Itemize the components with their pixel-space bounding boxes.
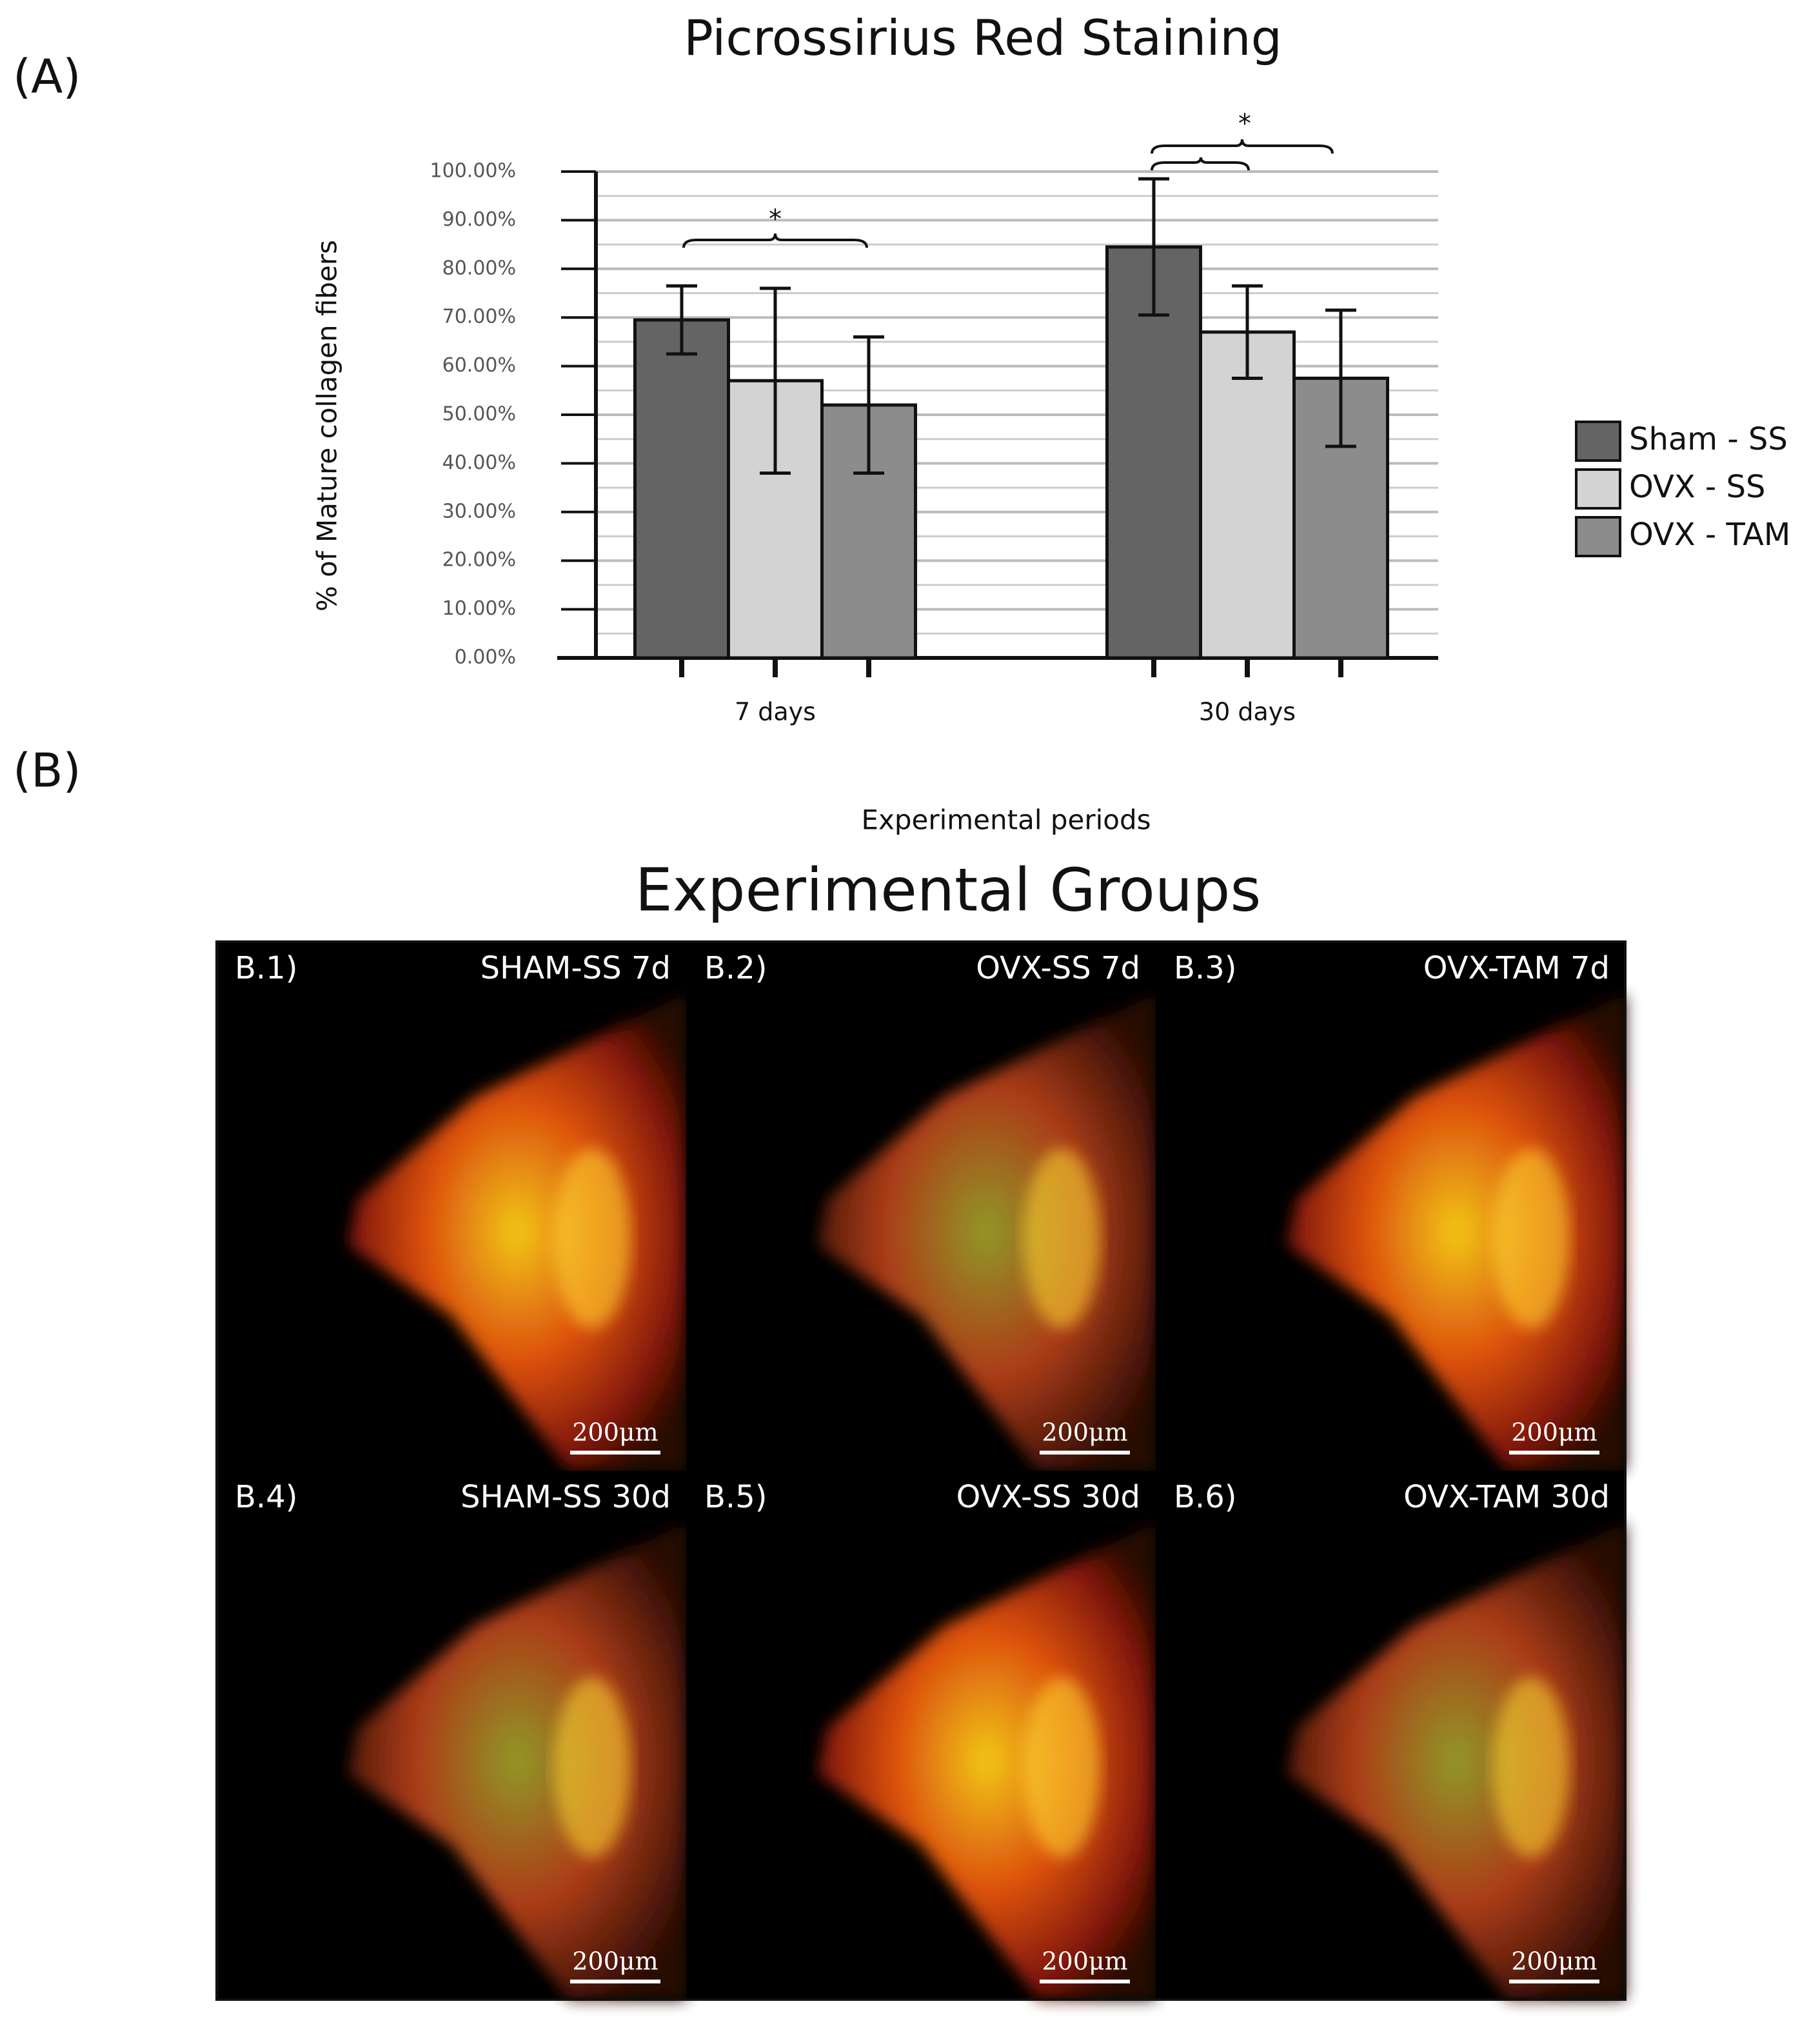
fiber-highlight bbox=[1492, 1677, 1570, 1858]
error-bar bbox=[1232, 284, 1263, 380]
tissue bbox=[1287, 993, 1625, 1471]
significance-star: * bbox=[1238, 109, 1251, 139]
micrograph-id: B.5) bbox=[704, 1479, 767, 1515]
scale-label: 200μm bbox=[1511, 1947, 1597, 1976]
legend-label: Sham - SS bbox=[1629, 421, 1788, 457]
micrograph-id: B.3) bbox=[1174, 950, 1236, 986]
y-tick-label: 100.00% bbox=[430, 160, 516, 183]
error-bar bbox=[1325, 308, 1356, 448]
y-tick-label: 10.00% bbox=[442, 597, 516, 620]
micrograph-id: B.1) bbox=[235, 950, 297, 986]
error-bar bbox=[760, 286, 791, 475]
chart-title: Picrossirius Red Staining bbox=[684, 9, 1282, 66]
section-title: Experimental Groups bbox=[635, 855, 1261, 924]
error-bar bbox=[666, 284, 697, 356]
fiber-highlight bbox=[1492, 1148, 1570, 1329]
micrograph-label: OVX-TAM 7d bbox=[1423, 950, 1610, 986]
tissue bbox=[1287, 1522, 1625, 2000]
micrograph-frame bbox=[215, 940, 1627, 2001]
significance-star: * bbox=[769, 204, 782, 234]
fiber-highlight bbox=[1023, 1677, 1101, 1858]
y-tick-label: 80.00% bbox=[442, 257, 516, 279]
legend-label: OVX - SS bbox=[1629, 469, 1765, 505]
fiber-highlight bbox=[553, 1677, 631, 1858]
micrograph-label: OVX-SS 7d bbox=[976, 950, 1140, 986]
error-bar bbox=[853, 335, 884, 475]
micrograph-id: B.4) bbox=[235, 1479, 297, 1515]
significance bbox=[682, 139, 1334, 248]
y-tick-label: 0.00% bbox=[455, 646, 516, 669]
legend-swatch bbox=[1575, 421, 1621, 462]
tissue bbox=[817, 993, 1156, 1471]
legend-swatch bbox=[1575, 516, 1621, 557]
scale-label: 200μm bbox=[572, 1418, 658, 1447]
panel-label: (B) bbox=[13, 744, 81, 798]
bracket bbox=[682, 233, 868, 248]
y-tick-label: 30.00% bbox=[442, 500, 516, 522]
scale-label: 200μm bbox=[1042, 1947, 1127, 1976]
error-bar bbox=[1138, 177, 1169, 317]
legend-label: OVX - TAM bbox=[1629, 517, 1790, 553]
y-tick-label: 40.00% bbox=[442, 452, 516, 474]
y-tick-label: 90.00% bbox=[442, 208, 516, 231]
micrograph-id: B.6) bbox=[1174, 1479, 1236, 1515]
micrograph-label: OVX-TAM 30d bbox=[1403, 1479, 1610, 1515]
panel-label: (A) bbox=[13, 50, 81, 104]
y-tick-label: 20.00% bbox=[442, 549, 516, 571]
bar bbox=[633, 318, 730, 660]
micrograph-label: SHAM-SS 7d bbox=[480, 950, 671, 986]
tissue bbox=[348, 1522, 686, 2000]
micrograph-id: B.2) bbox=[704, 950, 767, 986]
x-axis-label: Experimental periods bbox=[861, 804, 1151, 836]
scale-label: 200μm bbox=[1511, 1418, 1597, 1447]
tissue bbox=[348, 993, 686, 1471]
tissue bbox=[817, 1522, 1156, 2000]
bracket bbox=[1151, 157, 1250, 171]
y-axis-label: % of Mature collagen fibers bbox=[312, 240, 343, 611]
legend-swatch bbox=[1575, 468, 1621, 510]
y-tick-label: 70.00% bbox=[442, 306, 516, 328]
bar bbox=[1199, 330, 1296, 660]
x-tick-label: 30 days bbox=[1199, 698, 1296, 726]
x-tick-label: 7 days bbox=[735, 698, 816, 726]
y-tick-label: 50.00% bbox=[442, 403, 516, 426]
micrographs: B.1) SHAM-SS 7d 200μm B.2) OVX-SS 7d 200μm B.3… bbox=[215, 940, 1627, 2001]
fiber-highlight bbox=[1023, 1148, 1101, 1329]
scale-label: 200μm bbox=[572, 1947, 658, 1976]
plot: 0.00% 10.00% 20.00% 30.00% 40.00% 50.00% 60.00… bbox=[430, 160, 1791, 726]
micrograph-label: OVX-SS 30d bbox=[956, 1479, 1140, 1515]
fiber-highlight bbox=[553, 1148, 631, 1329]
bracket bbox=[1151, 139, 1334, 154]
scale-label: 200μm bbox=[1042, 1418, 1127, 1447]
micrograph-label: SHAM-SS 30d bbox=[460, 1479, 671, 1515]
y-tick-label: 60.00% bbox=[442, 354, 516, 377]
